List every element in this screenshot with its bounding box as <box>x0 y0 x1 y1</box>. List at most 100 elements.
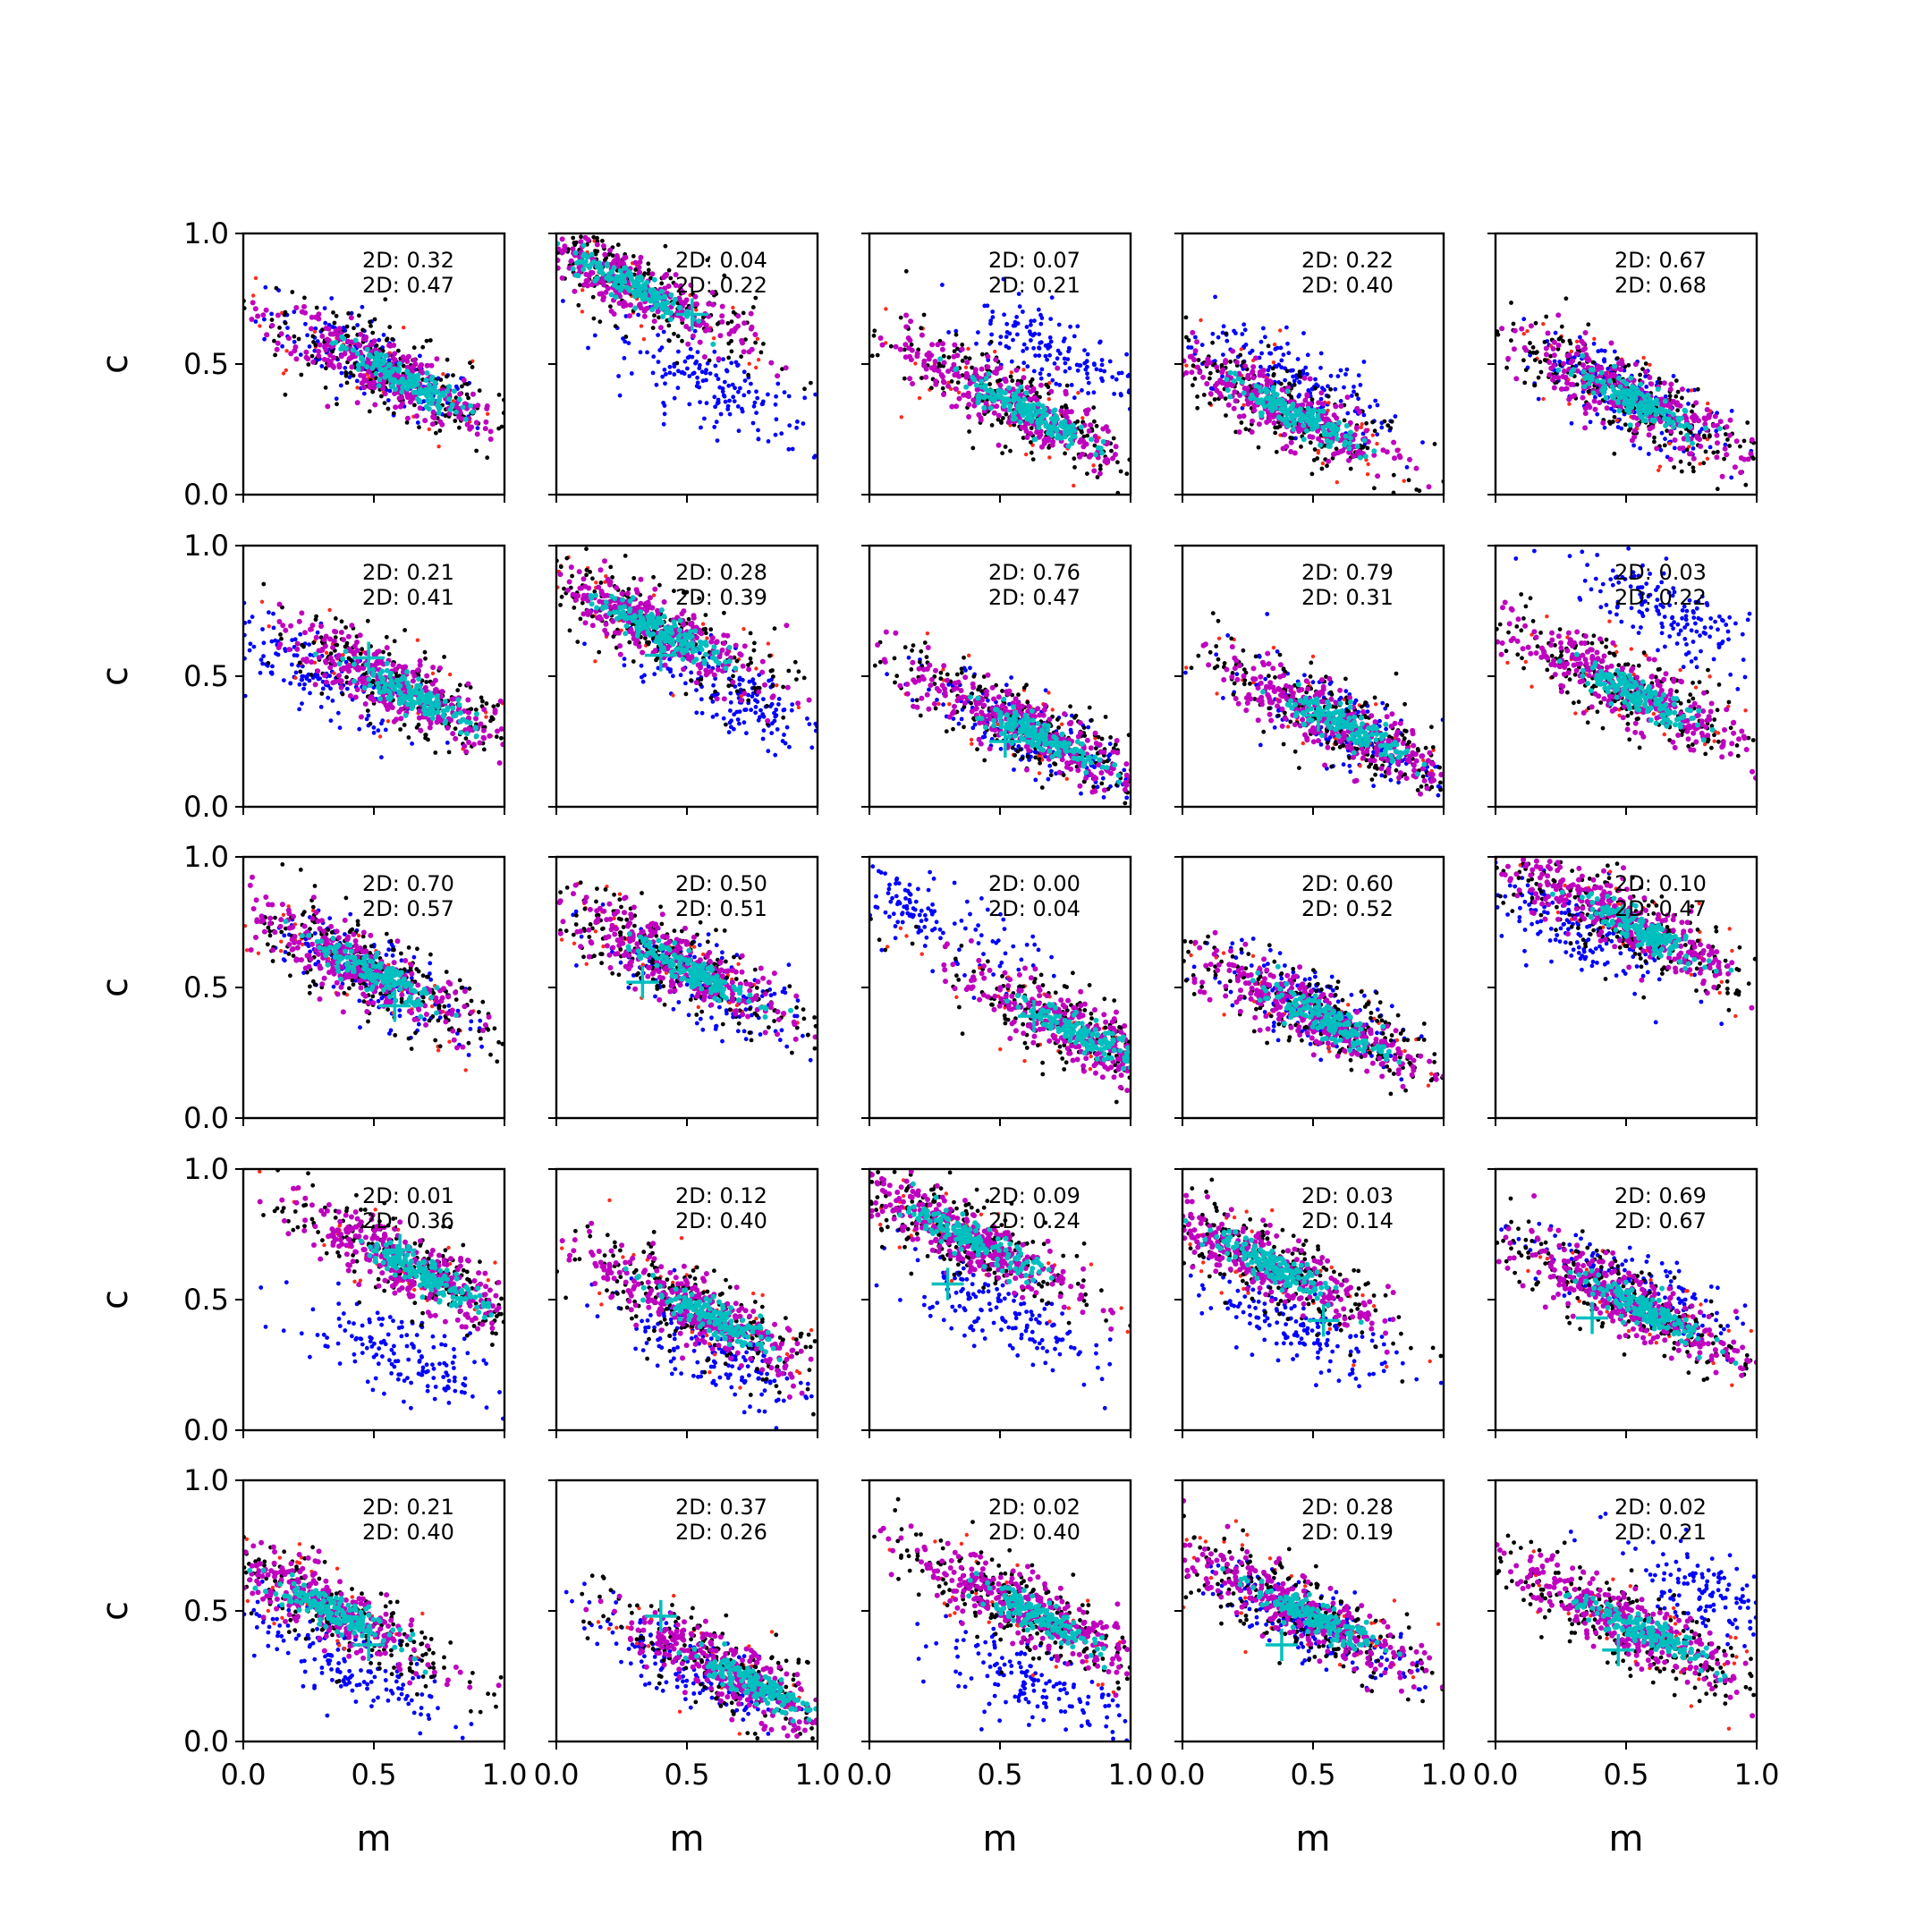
black-point <box>1674 378 1679 383</box>
blue-point <box>1278 345 1284 351</box>
magenta-point <box>710 301 716 308</box>
magenta-point <box>1595 366 1601 372</box>
cyan-point <box>1068 428 1074 434</box>
blue-point <box>300 677 305 682</box>
true-value-marker <box>675 298 708 331</box>
blue-point <box>1029 322 1033 327</box>
magenta-point <box>277 641 284 648</box>
blue-point <box>731 394 736 400</box>
black-point <box>384 634 389 640</box>
blue-point <box>811 455 817 460</box>
blue-point <box>713 363 718 369</box>
magenta-point <box>907 376 913 382</box>
magenta-point <box>1693 400 1699 406</box>
magenta-point <box>1264 419 1270 425</box>
magenta-point <box>349 364 355 370</box>
red-point <box>312 329 318 334</box>
cyan-point <box>1037 408 1043 414</box>
black-point <box>480 699 485 704</box>
blue-point <box>1352 389 1356 394</box>
blue-point <box>1047 335 1053 340</box>
magenta-point <box>473 716 479 722</box>
cyan-point <box>953 367 959 373</box>
cyan-point <box>386 363 392 369</box>
blue-point <box>682 359 688 364</box>
red-point <box>1370 433 1376 437</box>
blue-point <box>1013 319 1018 325</box>
blue-point <box>1259 351 1264 356</box>
cyan-point <box>355 362 361 369</box>
magenta-point <box>932 359 938 365</box>
magenta-point <box>371 379 377 386</box>
cyan-point <box>451 388 457 394</box>
cyan-point <box>1232 370 1238 377</box>
magenta-point <box>1063 414 1070 420</box>
blue-point <box>288 681 293 686</box>
black-point <box>474 448 479 453</box>
cyan-point <box>339 343 345 350</box>
blue-point <box>751 403 757 409</box>
magenta-point <box>602 251 608 258</box>
magenta-point <box>1582 425 1589 431</box>
cyan-point <box>456 396 462 402</box>
magenta-point <box>303 349 309 355</box>
blue-point <box>1048 339 1054 344</box>
blue-point <box>1291 374 1295 379</box>
black-point <box>437 428 443 433</box>
y-tick-label: 0.5 <box>183 347 229 381</box>
black-point <box>1567 338 1572 343</box>
black-point <box>290 290 295 294</box>
cyan-point <box>1273 392 1279 398</box>
magenta-point <box>1371 452 1377 458</box>
black-point <box>1118 469 1123 474</box>
blue-point <box>1075 324 1080 329</box>
cyan-point <box>1568 371 1574 377</box>
black-point <box>1008 448 1013 453</box>
blue-point <box>997 341 1003 346</box>
magenta-point <box>921 362 928 369</box>
blue-point <box>756 436 761 442</box>
blue-point <box>1240 332 1245 336</box>
magenta-point <box>1352 432 1358 438</box>
blue-point <box>1266 368 1271 373</box>
black-point <box>484 701 489 706</box>
cyan-point <box>1025 409 1031 415</box>
cyan-point <box>1259 401 1266 407</box>
magenta-point <box>964 360 970 366</box>
magenta-point <box>393 404 399 411</box>
magenta-point <box>1579 338 1585 344</box>
cyan-point <box>1055 432 1061 438</box>
black-point <box>306 362 311 367</box>
black-point <box>1292 382 1297 387</box>
black-point <box>445 374 449 379</box>
magenta-point <box>1582 411 1589 417</box>
magenta-point <box>600 243 606 249</box>
magenta-point <box>1512 327 1518 334</box>
cyan-point <box>1250 394 1256 401</box>
black-point <box>412 402 417 408</box>
cyan-point <box>1684 432 1690 438</box>
red-point <box>386 719 391 724</box>
cyan-point <box>1267 396 1273 402</box>
magenta-point <box>1208 391 1214 397</box>
magenta-point <box>597 291 603 297</box>
magenta-point <box>1724 424 1730 430</box>
cyan-point <box>590 259 597 265</box>
blue-point <box>1037 353 1042 358</box>
magenta-point <box>1028 430 1034 436</box>
cyan-point <box>1036 401 1041 407</box>
magenta-point <box>628 302 633 308</box>
cyan-point <box>386 371 393 377</box>
magenta-point <box>956 373 962 379</box>
cyan-point <box>575 273 581 279</box>
black-point <box>1638 372 1642 377</box>
cyan-point <box>672 296 678 302</box>
black-point <box>1558 335 1563 341</box>
cyan-point <box>1609 393 1615 399</box>
blue-point <box>988 318 994 323</box>
magenta-point <box>285 335 292 342</box>
magenta-point <box>939 346 945 352</box>
black-point <box>916 347 921 352</box>
red-point <box>1359 425 1364 429</box>
cyan-point <box>1357 454 1363 461</box>
